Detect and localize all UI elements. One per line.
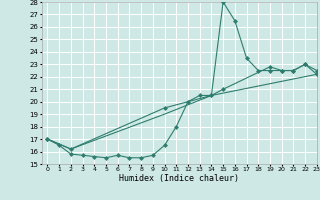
X-axis label: Humidex (Indice chaleur): Humidex (Indice chaleur) xyxy=(119,174,239,183)
